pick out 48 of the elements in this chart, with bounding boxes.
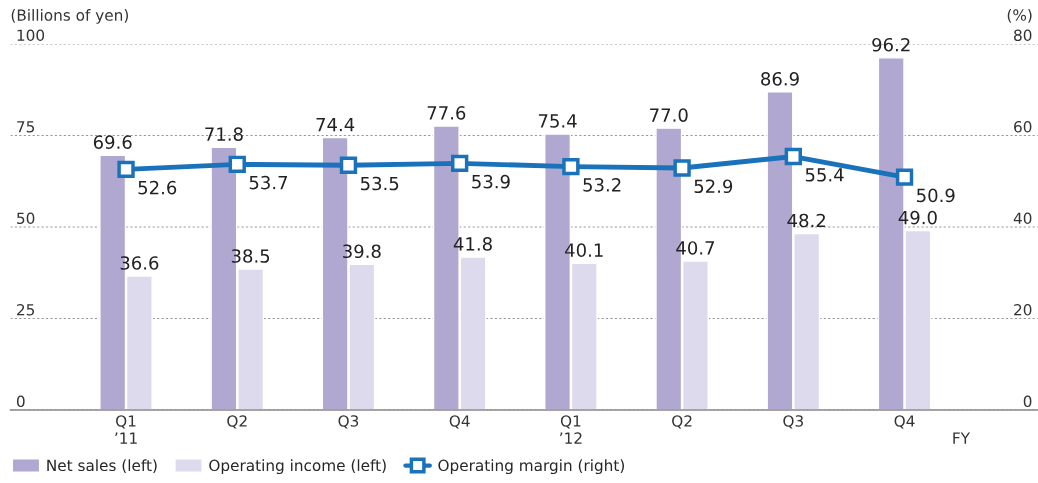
data-label: 53.5 xyxy=(360,176,399,191)
x-tick-label: Q4 xyxy=(894,415,915,429)
data-label: 48.2 xyxy=(787,213,825,228)
data-label: 39.8 xyxy=(343,244,381,259)
y-tick-label: 0 xyxy=(16,395,25,408)
x-tick-label: Q2 xyxy=(227,415,247,429)
x-tick-label: Q1 ’11 xyxy=(115,415,137,444)
y2-tick-label: 20 xyxy=(1014,304,1032,316)
x-tick-label: Q2 xyxy=(672,415,692,429)
legend-label: Operating margin (right) xyxy=(438,459,624,475)
x-tick-label: Q4 xyxy=(449,415,470,429)
y2-axis-title: (%) xyxy=(1007,9,1032,23)
data-label: 38.5 xyxy=(231,249,270,263)
y-tick-label: 50 xyxy=(17,212,35,225)
data-label: 96.2 xyxy=(872,37,910,52)
data-label: 52.9 xyxy=(694,179,733,194)
data-label: 69.6 xyxy=(93,135,132,149)
data-label: 71.8 xyxy=(205,127,243,141)
y2-tick-label: 80 xyxy=(1014,29,1032,41)
legend-label: Net sales (left) xyxy=(47,459,157,473)
y2-tick-label: 40 xyxy=(1013,212,1032,225)
x-tick-label: Q1 ’12 xyxy=(560,415,582,444)
data-label: 77.0 xyxy=(650,108,688,122)
y2-tick-label: 60 xyxy=(1014,120,1032,133)
x-tick-label: Q3 xyxy=(783,415,803,429)
data-label: 53.7 xyxy=(249,175,288,190)
data-label: 52.6 xyxy=(138,180,177,195)
data-label: 40.7 xyxy=(676,241,715,255)
data-label: 36.6 xyxy=(120,256,159,270)
data-label: 55.4 xyxy=(805,168,844,182)
y-tick-label: 75 xyxy=(17,121,35,133)
data-label: 53.2 xyxy=(583,178,621,192)
data-label: 86.9 xyxy=(761,71,799,86)
y-tick-label: 25 xyxy=(17,304,35,316)
legend-label: Operating income (left) xyxy=(209,459,386,475)
data-label: 49.0 xyxy=(898,210,937,225)
y-tick-label: 100 xyxy=(17,29,45,41)
data-label: 74.4 xyxy=(316,117,355,132)
data-label: 53.9 xyxy=(472,174,510,189)
x-axis-title: FY xyxy=(953,432,971,444)
y-axis-title: (Billions of yen) xyxy=(11,9,128,24)
data-label: 50.9 xyxy=(917,188,955,203)
data-label: 77.6 xyxy=(427,106,466,120)
y2-tick-label: 0 xyxy=(1023,395,1032,408)
data-label: 40.1 xyxy=(565,243,603,257)
x-tick-label: Q3 xyxy=(338,415,359,429)
data-label: 75.4 xyxy=(538,114,577,128)
data-label: 41.8 xyxy=(453,237,492,251)
